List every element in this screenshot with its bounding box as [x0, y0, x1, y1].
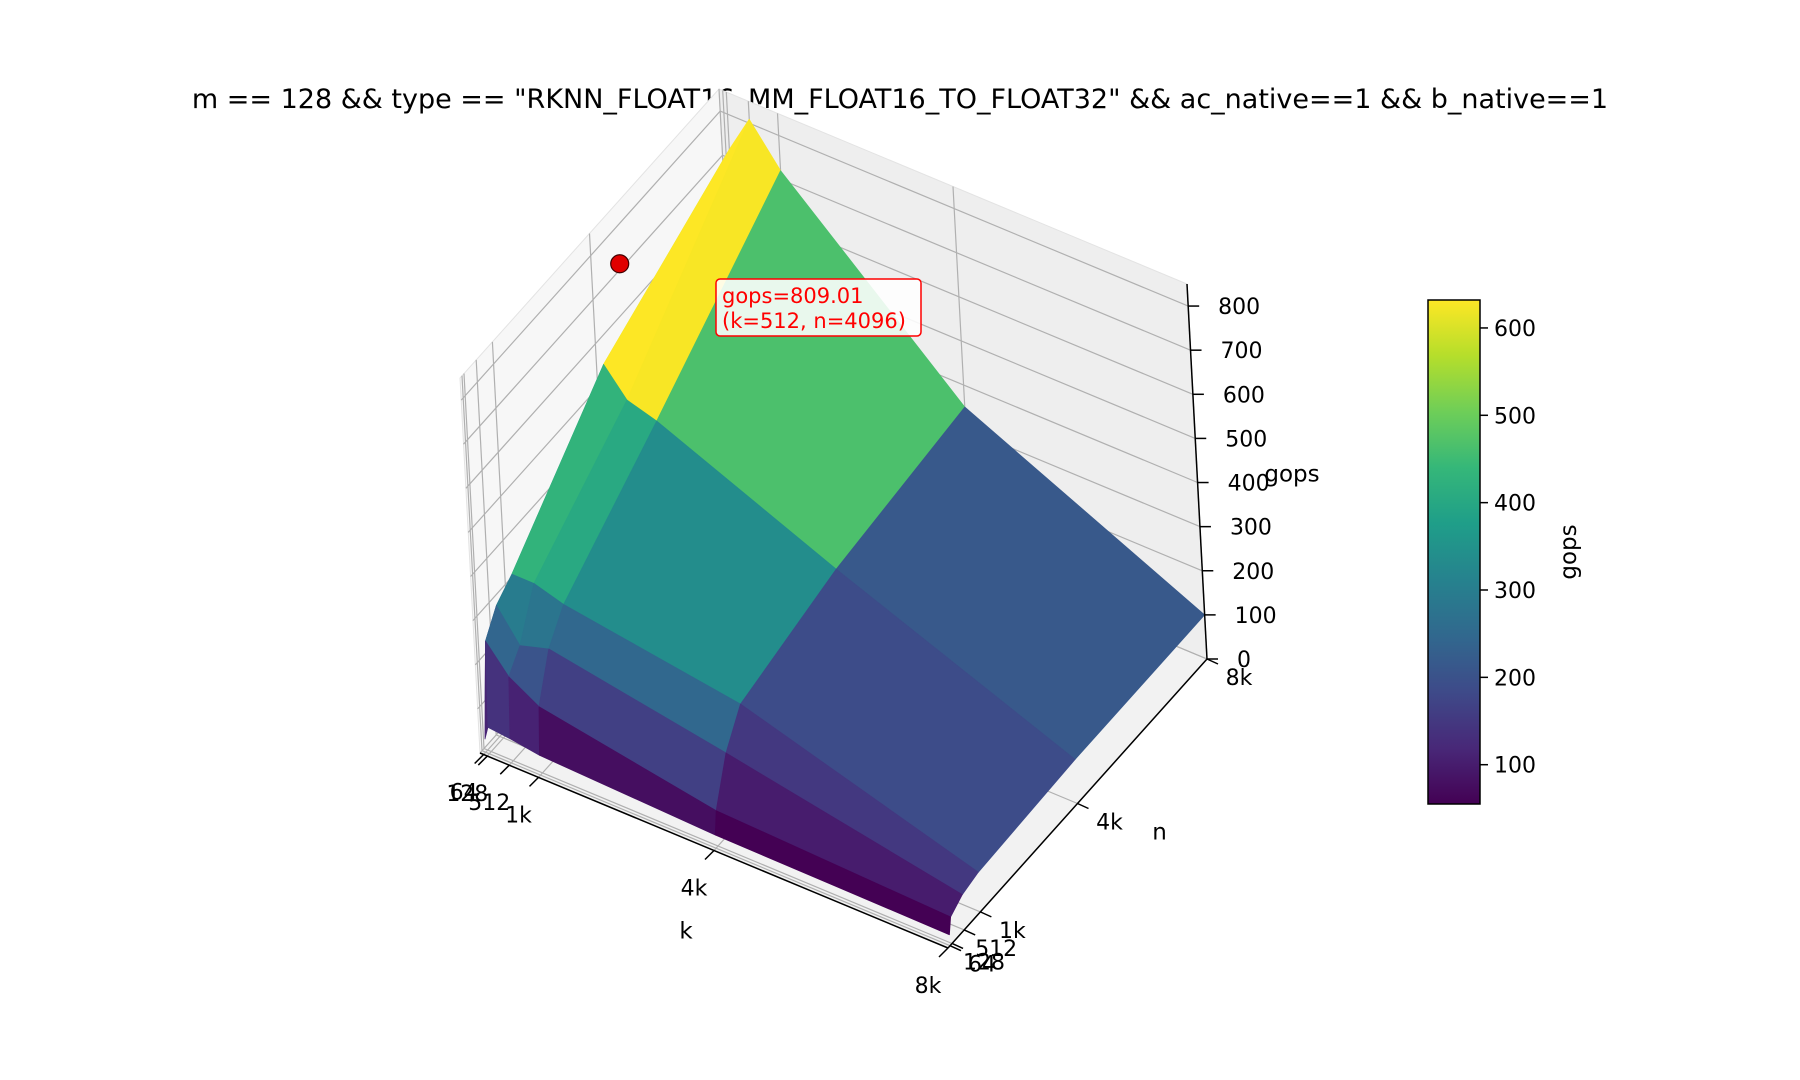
- k-tick-label: 1k: [505, 803, 532, 828]
- n-tick: [963, 929, 976, 936]
- n-tick-label: 128: [963, 950, 1005, 975]
- surface-plot: [484, 118, 1205, 936]
- gops-axis-line: [1186, 283, 1208, 660]
- n-tick: [980, 911, 992, 918]
- gops-tick-label: 800: [1218, 295, 1260, 320]
- n-tick-label: 8k: [1226, 666, 1253, 691]
- k-axis-label: k: [679, 919, 693, 945]
- chart-title: m == 128 && type == "RKNN_FLOAT16_MM_FLO…: [191, 84, 1609, 115]
- colorbar-tick-label: 600: [1494, 317, 1536, 342]
- k-tick: [528, 776, 540, 787]
- k-tick-label: 128: [446, 782, 488, 807]
- annotation-line1: gops=809.01: [722, 284, 864, 308]
- gops-tick-label: 0: [1237, 648, 1251, 673]
- n-axis-label: n: [1152, 820, 1167, 846]
- gops-tick-label: 300: [1230, 516, 1272, 541]
- gops-tick-label: 400: [1228, 472, 1270, 497]
- k-tick-label: 64: [450, 781, 478, 806]
- k-tick: [499, 764, 510, 775]
- gops-tick-label: 700: [1221, 339, 1263, 364]
- gops-tick-label: 600: [1223, 383, 1265, 408]
- colorbar-label: gops: [1556, 524, 1582, 579]
- k-tick-label: 512: [468, 791, 510, 816]
- n-tick-label: 512: [975, 937, 1017, 962]
- gops-grid-line: [463, 154, 1191, 445]
- k-tick: [938, 947, 949, 958]
- n-tick-label: 64: [968, 953, 996, 978]
- axes: 641285121k4k8k641285121k4k8k010020030040…: [446, 283, 1320, 999]
- surface-patch: [714, 810, 951, 936]
- gops-tick-label: 100: [1235, 604, 1277, 629]
- k-tick-label: 8k: [915, 974, 942, 999]
- n-tick: [1077, 802, 1089, 810]
- gops-tick-label: 200: [1232, 560, 1274, 585]
- k-tick: [704, 849, 715, 861]
- annotation-box: [715, 278, 922, 337]
- colorbar-tick-label: 200: [1494, 666, 1536, 691]
- peak-annotation: gops=809.01(k=512, n=4096): [610, 254, 922, 337]
- annotation-line2: (k=512, n=4096): [722, 309, 906, 333]
- gops-grid-line: [460, 110, 1189, 401]
- k-tick-label: 4k: [681, 877, 708, 902]
- k-tick: [474, 753, 485, 765]
- colorbar-tick-label: 100: [1494, 754, 1536, 779]
- n-tick: [951, 942, 964, 950]
- n-tick-label: 1k: [999, 919, 1026, 944]
- peak-marker: [610, 254, 630, 274]
- n-tick: [949, 945, 962, 952]
- n-tick-label: 4k: [1096, 811, 1123, 836]
- gops-tick-label: 500: [1225, 427, 1267, 452]
- gops-axis-label: gops: [1264, 462, 1319, 488]
- colorbar-tick-label: 300: [1494, 579, 1536, 604]
- colorbar-gradient: [1427, 299, 1481, 805]
- colorbar-tick-label: 500: [1494, 404, 1536, 429]
- n-tick: [1206, 658, 1219, 665]
- colorbar-tick-label: 400: [1494, 492, 1536, 517]
- colorbar: 100 200 300 400 500 600 gops: [1427, 299, 1582, 805]
- k-tick: [477, 755, 488, 766]
